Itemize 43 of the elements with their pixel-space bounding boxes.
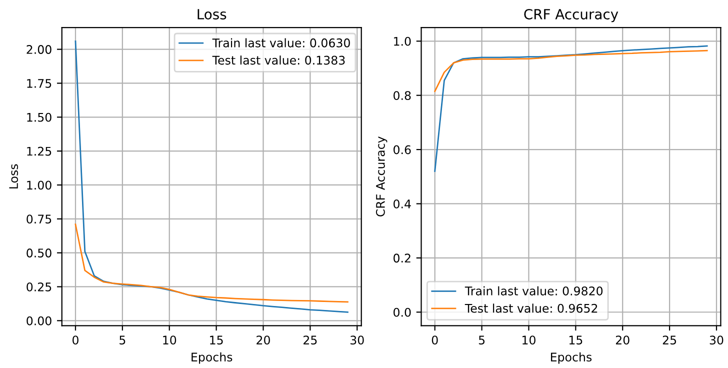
y-tick-label: 1.75: [27, 79, 52, 88]
x-tick-label: 25: [662, 336, 676, 345]
legend-label: Train last value: 0.0630: [212, 38, 350, 48]
y-tick-label: 0.2: [394, 254, 410, 263]
y-tick-label: 0.50: [26, 248, 52, 258]
x-tick-label: 15: [210, 336, 223, 345]
y-tick-label: 0.75: [26, 214, 52, 224]
y-tick-label: 1.0: [394, 36, 411, 46]
y-tick-label: 1.00: [27, 180, 52, 190]
y-tick-label: 0.6: [394, 145, 411, 154]
y-axis-title: Loss: [9, 164, 18, 188]
legend-label: Test last value: 0.9652: [464, 304, 598, 313]
y-tick-label: 1.25: [27, 146, 52, 156]
x-tick-label: 0: [432, 336, 438, 345]
y-tick-label: 2.00: [26, 45, 52, 54]
x-tick-label: 5: [478, 336, 485, 345]
x-tick-label: 25: [304, 336, 317, 345]
line-series: [434, 45, 708, 172]
legend-label: Train last value: 0.9820: [464, 286, 603, 296]
x-tick-label: 10: [163, 336, 176, 345]
x-tick-label: 15: [569, 336, 582, 345]
x-tick-label: 30: [710, 336, 724, 345]
y-tick-label: 0.00: [26, 316, 52, 326]
x-tick-label: 20: [256, 336, 270, 345]
y-tick-label: 0.4: [394, 199, 411, 208]
line-series: [74, 40, 348, 313]
y-tick-label: 0.25: [26, 282, 52, 292]
line-series: [74, 224, 348, 303]
x-tick-label: 20: [616, 336, 630, 345]
x-axis-title: Epochs: [550, 352, 592, 364]
x-tick-label: 5: [120, 336, 126, 345]
line-series: [434, 50, 708, 92]
x-tick-label: 0: [72, 336, 78, 345]
y-axis-title: CRF Accuracy: [376, 136, 388, 216]
y-tick-label: 0.8: [394, 91, 411, 100]
x-tick-label: 30: [350, 336, 364, 345]
chart-title: CRF Accuracy: [524, 8, 618, 22]
x-tick-label: 10: [522, 336, 536, 345]
x-axis-title: Epochs: [192, 352, 232, 364]
legend-label: Test last value: 0.1383: [212, 56, 345, 65]
y-tick-label: 1.50: [27, 112, 52, 122]
y-tick-label: 0.0: [394, 308, 411, 317]
chart-title: Loss: [198, 9, 226, 20]
